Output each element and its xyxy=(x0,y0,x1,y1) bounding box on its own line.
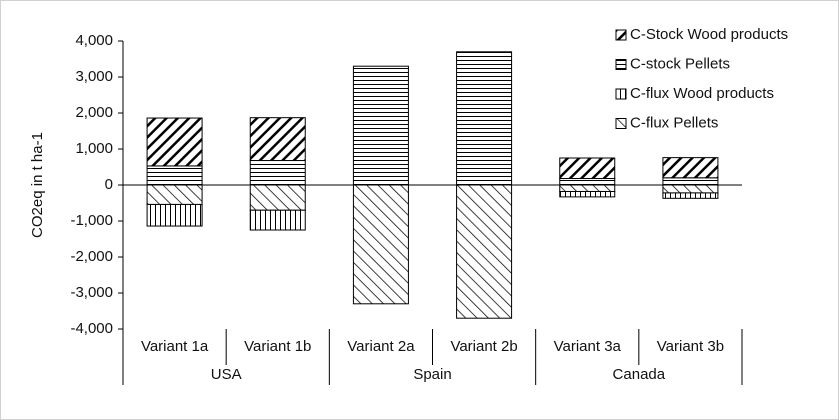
x-tick-label: Variant 3a xyxy=(554,338,622,355)
bar-segment xyxy=(559,190,616,198)
y-axis-label: CO2eq in t ha-1 xyxy=(29,132,46,238)
legend-label: C-flux Pellets xyxy=(630,114,718,131)
bar-segment xyxy=(559,178,616,186)
bar-segment xyxy=(662,157,719,179)
x-tick-label: Variant 1a xyxy=(141,338,209,355)
legend-swatch xyxy=(615,29,627,41)
y-tick-label: -2,000 xyxy=(70,248,113,265)
legend-swatch xyxy=(615,88,627,100)
bar-segment xyxy=(249,184,306,211)
y-tick-label: 0 xyxy=(105,176,113,193)
bar-segment xyxy=(662,184,719,194)
y-tick-label: -4,000 xyxy=(70,320,113,337)
bar-segment xyxy=(662,177,719,186)
y-tick-label: 3,000 xyxy=(75,68,113,85)
x-tick-label: Variant 2b xyxy=(450,338,517,355)
bar-segment xyxy=(352,65,409,186)
legend-swatch xyxy=(615,118,627,129)
bar-segment xyxy=(146,117,203,167)
x-tick-label: Variant 1b xyxy=(244,338,311,355)
legend-swatch xyxy=(615,59,627,70)
bar-segment xyxy=(249,209,306,231)
legend-label: C-Stock Wood products xyxy=(630,26,788,43)
bar-segment xyxy=(249,117,306,162)
bar-segment xyxy=(146,165,203,186)
bar-segment xyxy=(249,160,306,186)
bar-segment xyxy=(146,184,203,205)
group-label: Spain xyxy=(413,366,451,383)
x-tick-label: Variant 2a xyxy=(347,338,415,355)
group-label: USA xyxy=(211,366,242,383)
legend-label: C-flux Wood products xyxy=(630,85,774,102)
bar-segment xyxy=(559,184,616,192)
bar-segment xyxy=(559,157,616,180)
legend-label: C-stock Pellets xyxy=(630,55,730,72)
bar-segment xyxy=(662,192,719,199)
bar-segment xyxy=(146,203,203,227)
bar-segment xyxy=(456,184,513,319)
y-tick-label: 1,000 xyxy=(75,140,113,157)
y-tick-label: 2,000 xyxy=(75,104,113,121)
y-tick-label: 4,000 xyxy=(75,32,113,49)
group-label: Canada xyxy=(613,366,666,383)
x-tick-label: Variant 3b xyxy=(657,338,724,355)
y-tick-label: -3,000 xyxy=(70,284,113,301)
bar-segment xyxy=(352,184,409,305)
y-tick-label: -1,000 xyxy=(70,212,113,229)
bar-segment xyxy=(456,51,513,186)
